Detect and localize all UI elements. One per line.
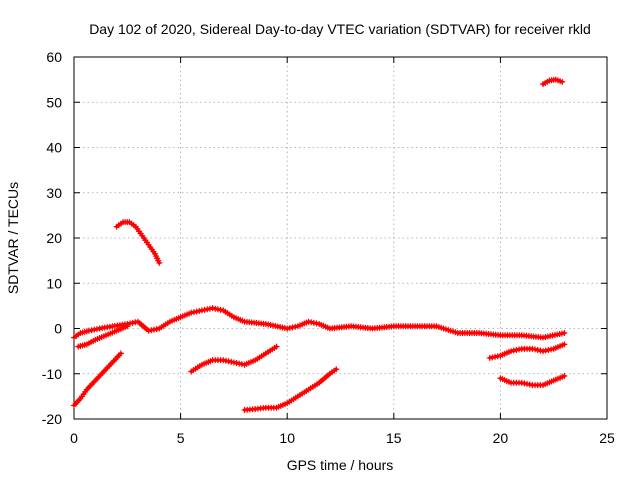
data-point	[117, 350, 124, 357]
data-point	[561, 373, 568, 380]
x-tick-label: 15	[386, 430, 402, 446]
y-tick-label: 60	[46, 49, 62, 65]
series-arc-main	[71, 305, 568, 341]
chart-title: Day 102 of 2020, Sidereal Day-to-day VTE…	[89, 21, 591, 37]
grid-layer	[74, 57, 607, 419]
x-tick-label: 0	[70, 430, 78, 446]
y-tick-label: 0	[54, 321, 62, 337]
data-point	[156, 259, 163, 266]
y-tick-label: -10	[42, 366, 62, 382]
data-point	[559, 78, 566, 85]
series-line	[189, 345, 279, 374]
y-tick-label: 10	[46, 275, 62, 291]
data-layer	[71, 76, 568, 413]
series-arc-spike	[540, 76, 566, 88]
series-arc-lower-start	[75, 323, 131, 350]
x-axis-label: GPS time / hours	[287, 457, 394, 473]
series-arc-late-2	[497, 373, 568, 389]
y-tick-label: -20	[42, 411, 62, 427]
y-tick-label: 50	[46, 94, 62, 110]
series-arc-mid-low	[188, 343, 280, 375]
data-point	[333, 366, 340, 373]
y-tick-label: 40	[46, 140, 62, 156]
series-line	[242, 367, 338, 412]
series-arc-rising	[241, 366, 340, 413]
data-point	[561, 330, 568, 337]
series-arc-steep-low	[71, 350, 124, 409]
data-point	[273, 343, 280, 350]
series-arc-late-1	[486, 341, 568, 361]
data-point	[561, 341, 568, 348]
x-tick-label: 5	[177, 430, 185, 446]
x-tick-label: 25	[599, 430, 615, 446]
data-point	[124, 323, 131, 330]
tick-layer: 0 5 10 15 20 25 -20 -10 0 10 20 30 40 50 60	[42, 49, 615, 446]
x-tick-label: 20	[493, 430, 509, 446]
x-tick-label: 10	[279, 430, 295, 446]
y-axis-label: SDTVAR / TECUs	[5, 182, 21, 294]
y-tick-label: 30	[46, 185, 62, 201]
series-arc-high	[113, 219, 163, 266]
y-tick-label: 20	[46, 230, 62, 246]
